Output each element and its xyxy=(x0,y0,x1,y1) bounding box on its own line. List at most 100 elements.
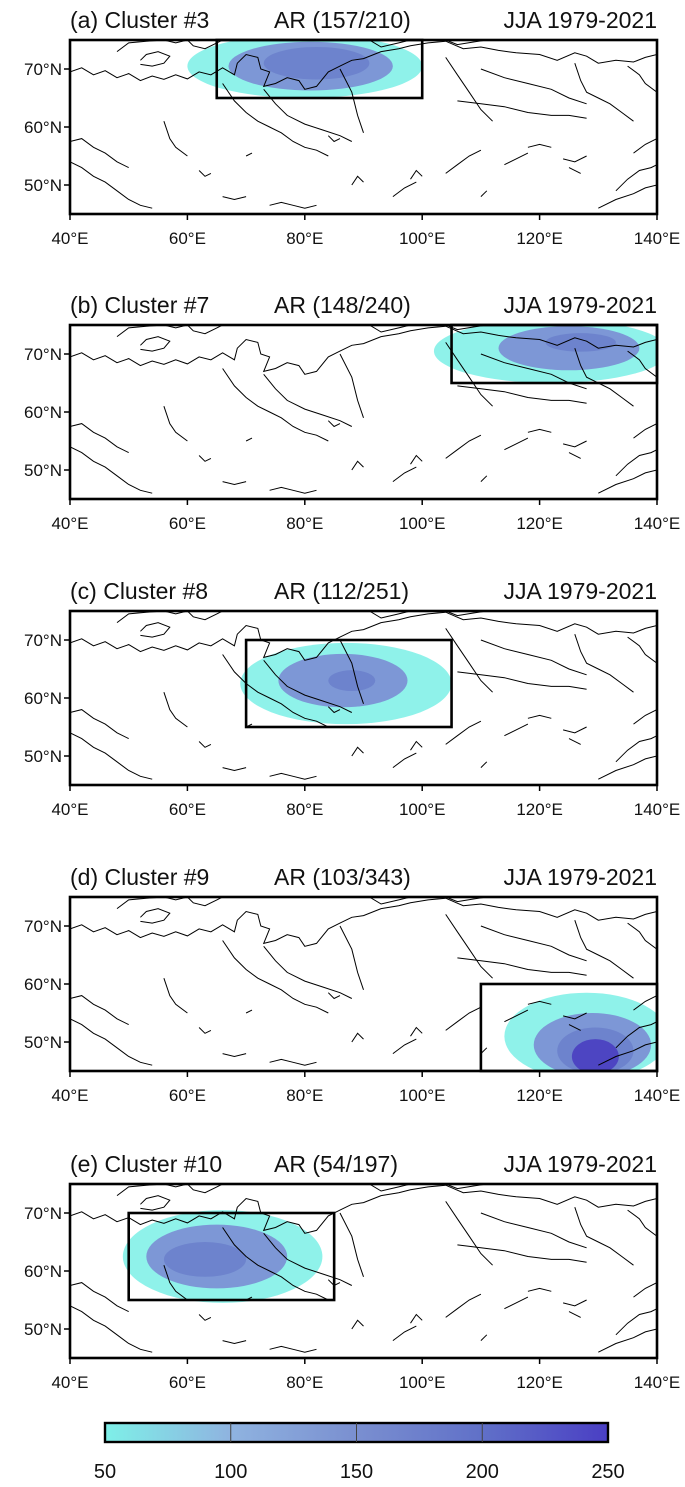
coastline xyxy=(222,767,247,772)
lon-tick-label: 100°E xyxy=(399,1086,446,1105)
coastline xyxy=(70,161,153,209)
coastline xyxy=(504,723,529,737)
coastline xyxy=(163,406,188,442)
panel-b: (b) Cluster #7 AR (148/240) JJA 1979-2021 4… xyxy=(24,292,680,533)
coastline xyxy=(627,1209,657,1237)
coastline xyxy=(445,434,482,459)
coastline xyxy=(198,1314,212,1321)
lon-tick-label: 140°E xyxy=(634,1086,681,1105)
coastline xyxy=(263,88,353,142)
lon-tick-label: 60°E xyxy=(169,800,206,819)
coastline xyxy=(392,752,417,769)
coastline xyxy=(327,706,341,714)
panel-a: (a) Cluster #3 AR (157/210) JJA 1979-2021 4… xyxy=(24,7,680,248)
lon-tick-label: 120°E xyxy=(516,514,563,533)
panel-label: (b) Cluster #7 xyxy=(70,292,209,318)
coastline xyxy=(263,945,353,999)
coastline xyxy=(504,1296,529,1310)
colorbar-tick-label: 100 xyxy=(214,1461,247,1482)
panel-label: (a) Cluster #3 xyxy=(70,7,209,33)
panel-ar-count: AR (157/210) xyxy=(274,7,411,33)
coastline xyxy=(70,1184,657,1234)
coastline xyxy=(327,135,341,143)
coastline xyxy=(70,709,129,740)
colorbar-tick-label: 50 xyxy=(94,1461,116,1482)
coastline xyxy=(568,738,581,745)
coastline xyxy=(222,196,247,201)
lon-tick-label: 120°E xyxy=(516,229,563,248)
lat-tick-label: 60°N xyxy=(24,1262,62,1281)
coastline xyxy=(70,897,657,947)
coastline xyxy=(269,1345,317,1353)
panel-label: (d) Cluster #9 xyxy=(70,864,209,890)
coastline xyxy=(222,1340,247,1345)
panel-e: (e) Cluster #10 AR (54/197) JJA 1979-2021 4… xyxy=(24,1151,680,1392)
panel-season: JJA 1979-2021 xyxy=(504,1151,657,1177)
coastline xyxy=(562,1012,587,1020)
lat-tick-label: 60°N xyxy=(24,403,62,422)
coastline xyxy=(633,1282,657,1298)
panel-map-content xyxy=(70,611,657,780)
coastline xyxy=(457,385,587,404)
colorbar-tick-label: 150 xyxy=(340,1461,373,1482)
coastline xyxy=(598,1041,657,1066)
coastline xyxy=(116,611,188,624)
colorbar-ticks: 50 100 150 200 250 xyxy=(94,1423,625,1483)
lon-tick-label: 40°E xyxy=(51,229,88,248)
coastline xyxy=(574,634,634,693)
panels-layer: (a) Cluster #3 AR (157/210) JJA 1979-2021 4… xyxy=(24,7,680,1392)
coastline xyxy=(480,68,587,105)
coastline xyxy=(70,423,129,454)
coastline xyxy=(410,454,423,465)
coastline xyxy=(615,164,657,192)
coastline xyxy=(568,1024,581,1031)
coastline xyxy=(70,446,153,494)
coastline xyxy=(263,373,353,427)
coastline xyxy=(351,1032,364,1043)
coastline xyxy=(574,920,634,979)
panel-season: JJA 1979-2021 xyxy=(504,864,657,890)
coastline xyxy=(116,40,188,53)
lon-tick-label: 80°E xyxy=(286,229,323,248)
coastline xyxy=(504,152,529,166)
ar-frequency-level3 xyxy=(545,333,616,352)
coastline xyxy=(457,957,587,976)
coastline xyxy=(351,175,364,186)
coastline xyxy=(480,925,587,962)
lat-tick-label: 70°N xyxy=(24,60,62,79)
coastline xyxy=(410,1313,423,1324)
coastline xyxy=(327,420,341,428)
lat-tick-label: 70°N xyxy=(24,917,62,936)
coastline xyxy=(116,325,188,338)
lat-tick-label: 60°N xyxy=(24,118,62,137)
coastline xyxy=(222,1227,329,1301)
coastline xyxy=(627,636,657,664)
coastline xyxy=(568,1311,581,1318)
lon-tick-label: 60°E xyxy=(169,1086,206,1105)
coastline xyxy=(339,68,364,133)
lon-tick-label: 120°E xyxy=(516,1086,563,1105)
coastline xyxy=(445,1293,482,1318)
coastline xyxy=(140,1195,171,1211)
coastline xyxy=(562,440,587,448)
coastline xyxy=(222,940,329,1014)
coastline xyxy=(457,671,587,690)
coastline xyxy=(568,167,581,174)
coastline xyxy=(627,65,657,93)
coastline xyxy=(351,1319,364,1330)
coastline xyxy=(480,1334,488,1341)
coastline xyxy=(70,1018,153,1066)
lon-tick-label: 100°E xyxy=(399,229,446,248)
colorbar-tick-label: 200 xyxy=(466,1461,499,1482)
coastline xyxy=(70,40,657,90)
lon-tick-label: 40°E xyxy=(51,800,88,819)
coastline xyxy=(116,1184,188,1197)
coastline xyxy=(222,481,247,486)
ar-frequency-level3 xyxy=(263,46,370,80)
coastline xyxy=(116,897,188,910)
coastline xyxy=(70,138,129,169)
coastline xyxy=(70,995,129,1026)
coastline xyxy=(70,1305,153,1353)
